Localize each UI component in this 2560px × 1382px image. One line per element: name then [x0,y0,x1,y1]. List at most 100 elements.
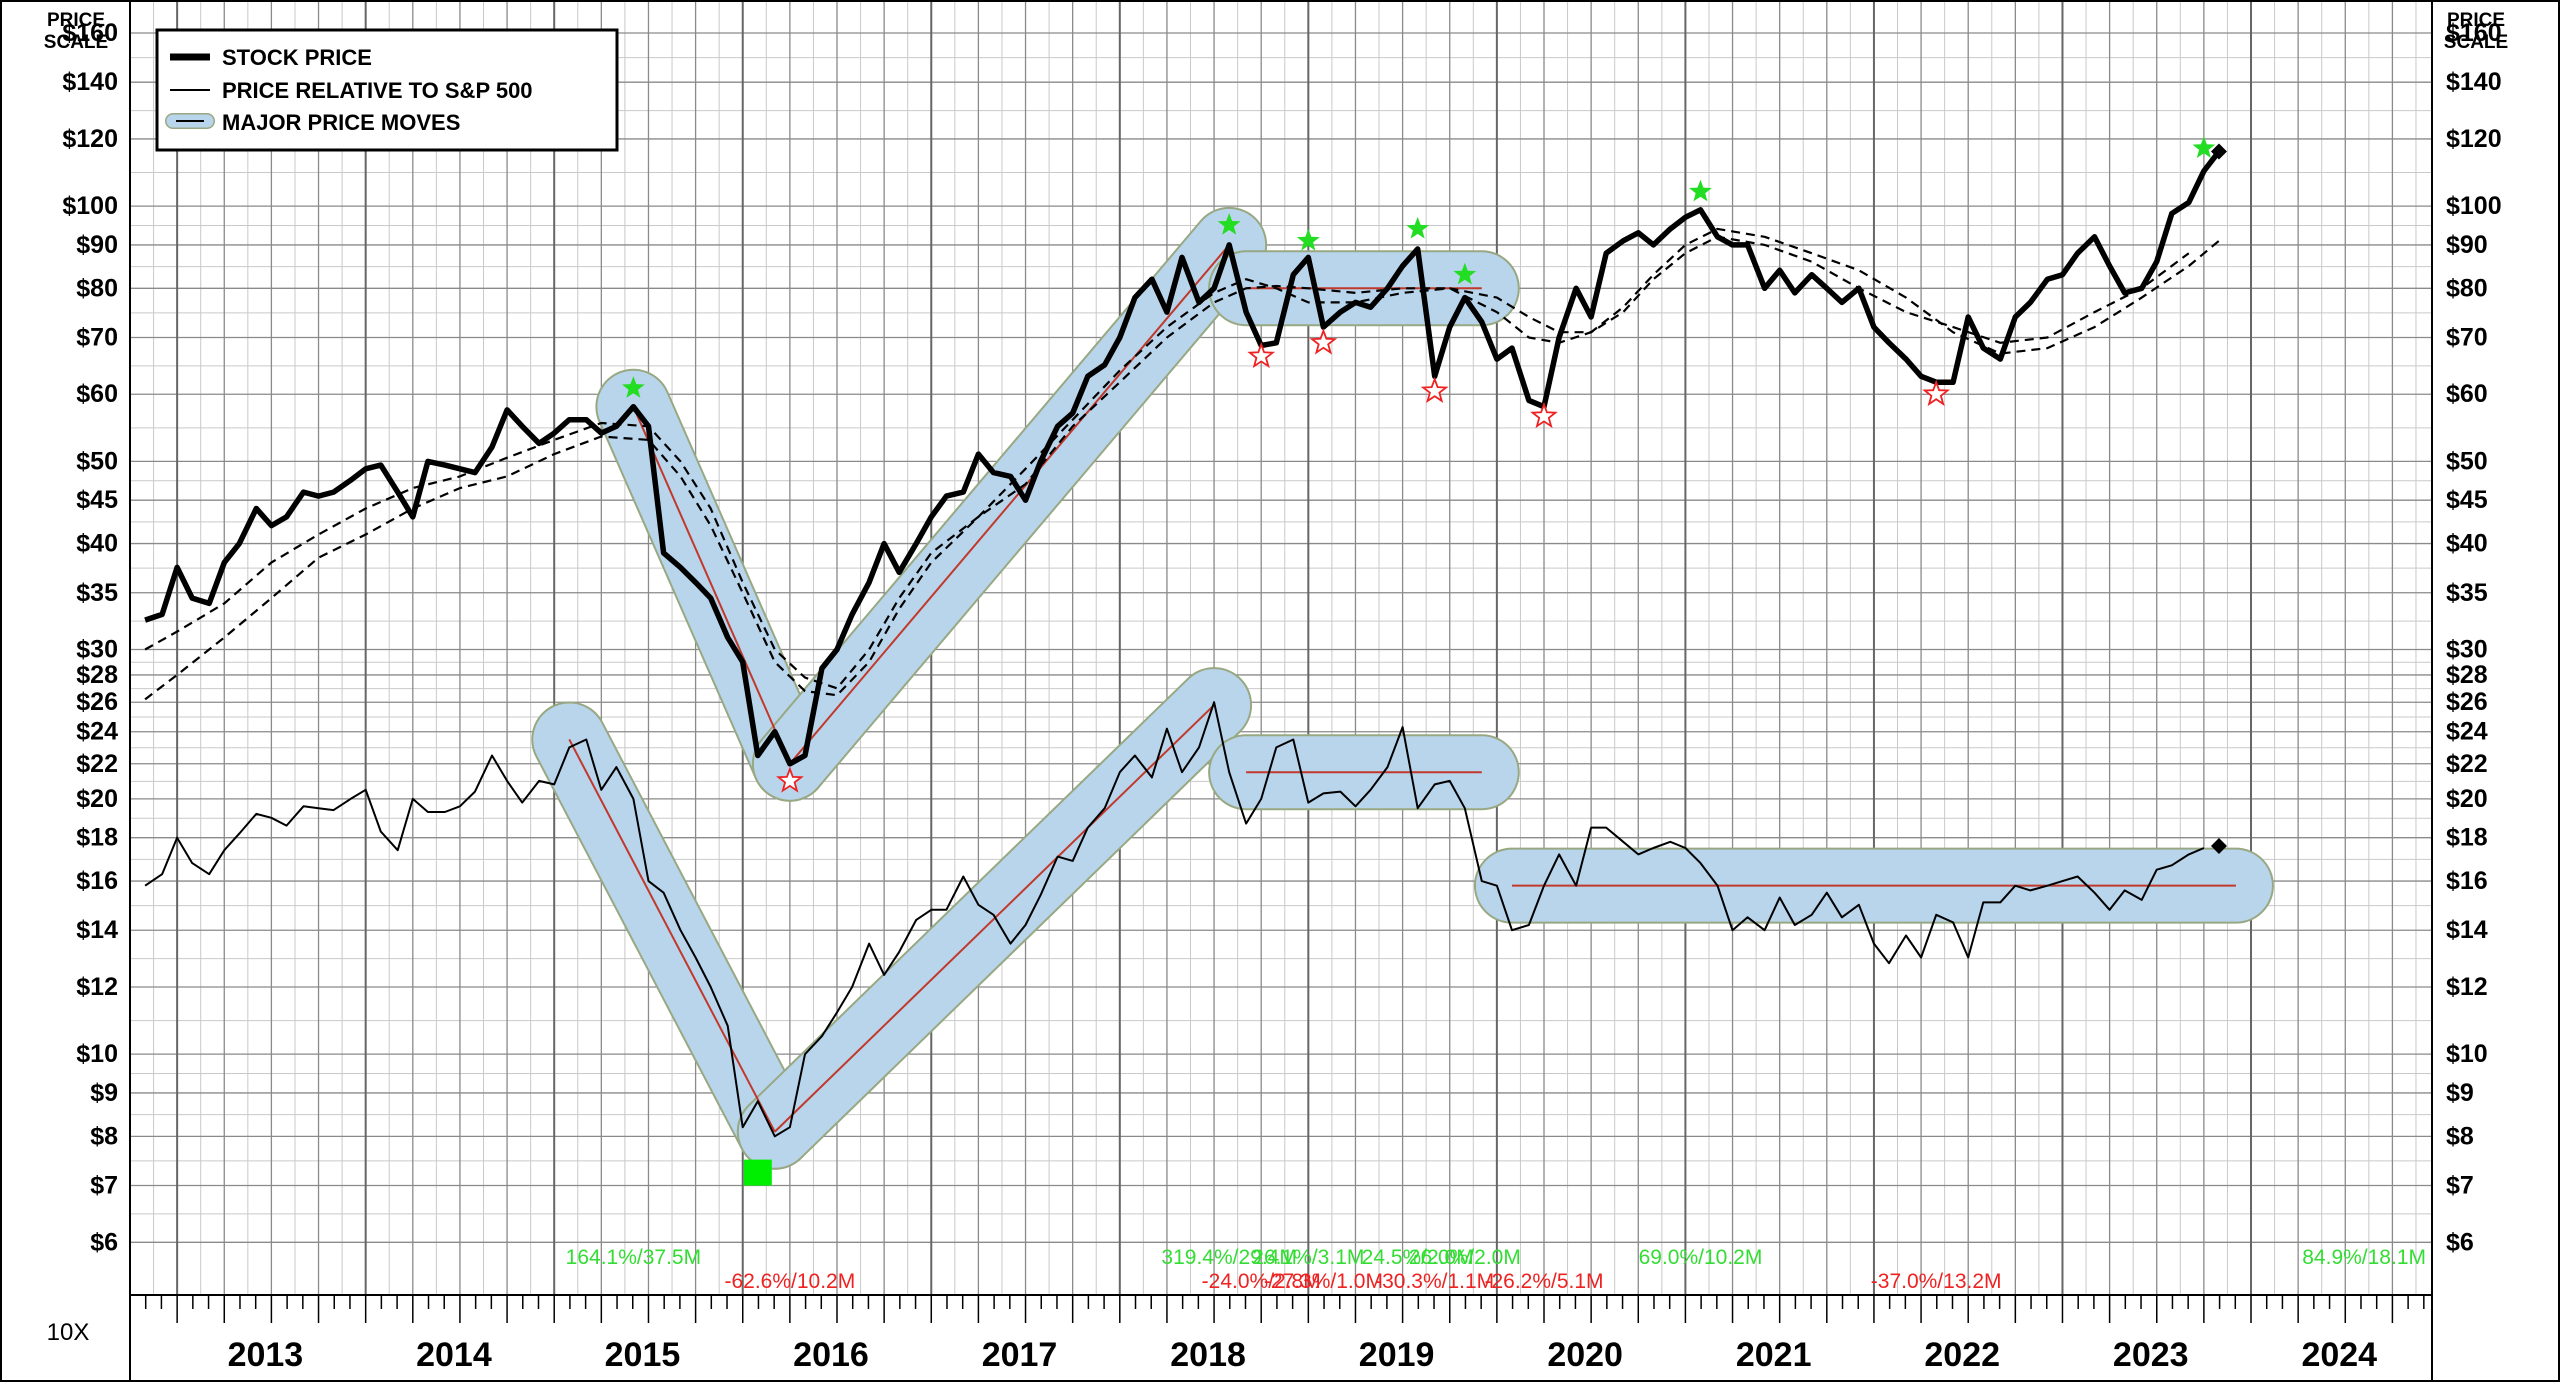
y-tick-label-left: $70 [76,323,118,351]
green-square-marker [743,1159,772,1186]
moving-average-line [144,235,2190,690]
gain-annotation: 164.1%/37.5M [566,1246,701,1269]
loss-annotation: -26.2%/5.1M [1484,1270,1603,1293]
y-tick-label-left: $120 [62,125,118,153]
trend-line [568,739,776,1133]
loss-annotation: -37.0%/13.2M [1871,1270,2002,1293]
trend-line [774,704,1215,1133]
buy-signal-star [2192,136,2216,158]
legend: STOCK PRICE PRICE RELATIVE TO S&P 500 MA… [155,28,619,152]
y-tick-label-right: $60 [2446,380,2488,408]
y-tick-label-right: $90 [2446,231,2488,259]
y-tick-label-left: $26 [76,688,118,716]
y-tick-label-right: $6 [2446,1228,2474,1256]
price-scale-label-right-2: SCALE [2444,32,2508,53]
sell-signal-star [1309,328,1338,355]
loss-annotation: -24.0%/2.8M [1202,1270,1321,1293]
y-tick-label-right: $9 [2446,1079,2474,1107]
y-tick-label-left: $12 [76,973,118,1001]
y-tick-label-left: $7 [90,1172,118,1200]
y-tick-label-right: $16 [2446,867,2488,895]
gain-annotation: 26.1%/3.1M [1252,1246,1364,1269]
gain-annotation: 69.0%/10.2M [1639,1246,1763,1269]
buy-signal-star [1406,216,1430,239]
x-year-label: 2016 [793,1336,869,1374]
buy-signal-star [1689,179,1712,202]
y-tick-label-right: $10 [2446,1040,2488,1068]
sell-signal-star [1247,341,1276,369]
price-scale-label-left-1: PRICE [47,10,105,31]
y-tick-label-left: $35 [76,579,118,607]
loss-annotation: -27.3%/1.0M [1264,1270,1383,1293]
loss-annotation: -62.6%/10.2M [724,1270,855,1293]
y-tick-label-left: $100 [62,192,118,220]
y-tick-label-right: $7 [2446,1172,2474,1200]
y-tick-label-left: $14 [76,916,118,944]
y-tick-label-right: $140 [2446,68,2502,96]
y-tick-label-left: $30 [76,636,118,664]
y-tick-label-right: $12 [2446,973,2488,1001]
y-tick-label-right: $26 [2446,688,2488,716]
y-tick-label-right: $30 [2446,636,2488,664]
y-tick-label-left: $50 [76,447,118,475]
y-tick-label-left: $45 [76,486,118,514]
y-tick-label-left: $8 [90,1122,118,1150]
y-tick-label-right: $8 [2446,1122,2474,1150]
y-tick-label-right: $70 [2446,323,2488,351]
y-tick-label-left: $9 [90,1079,118,1107]
y-tick-label-right: $160 [2446,19,2502,47]
y-tick-label-left: $24 [76,718,118,746]
x-year-label: 2020 [1547,1336,1623,1374]
y-tick-label-left: $10 [76,1040,118,1068]
loss-annotation: -30.3%/1.1M [1375,1270,1494,1293]
buy-signal-star [622,376,645,398]
x-year-label: 2021 [1736,1336,1812,1374]
y-tick-label-left: $90 [76,231,118,259]
sell-signal-star [1420,376,1449,404]
buy-signal-star [1217,213,1241,235]
y-tick-label-left: $160 [62,19,118,47]
price-scale-label-left-2: SCALE [44,32,108,53]
x-year-label: 2013 [228,1336,304,1374]
trend-line [632,406,791,765]
y-tick-label-right: $35 [2446,579,2488,607]
y-tick-label-right: $14 [2446,916,2488,944]
y-tick-label-right: $120 [2446,125,2502,153]
y-tick-label-right: $20 [2446,785,2488,813]
end-diamond-marker [2210,143,2227,160]
legend-label-moves: MAJOR PRICE MOVES [222,110,460,135]
stock-price-line [144,149,2222,767]
y-tick-label-left: $6 [90,1228,118,1256]
y-tick-label-left: $140 [62,68,118,96]
y-tick-label-right: $100 [2446,192,2502,220]
price-scale-label-right-1: PRICE [2447,10,2505,31]
y-tick-label-left: $16 [76,867,118,895]
multiplier-label: 10X [47,1319,90,1346]
gain-annotation: 24.5%/2.0M [1362,1246,1474,1269]
y-tick-label-right: $50 [2446,447,2488,475]
buy-signal-star [1453,262,1477,285]
moving-average-line [144,227,2220,701]
x-year-label: 2022 [1924,1336,2000,1374]
x-year-label: 2018 [1170,1336,1246,1374]
y-tick-label-left: $28 [76,661,118,689]
y-tick-label-left: $40 [76,530,118,558]
x-year-label: 2023 [2113,1336,2189,1374]
y-tick-label-left: $20 [76,785,118,813]
sell-signal-star [1922,379,1951,407]
y-tick-label-left: $22 [76,750,118,778]
x-year-label: 2014 [416,1336,492,1374]
y-tick-label-left: $18 [76,824,118,852]
y-tick-label-left: $60 [76,380,118,408]
x-year-label: 2024 [2301,1336,2377,1374]
y-tick-label-right: $22 [2446,750,2488,778]
legend-label-relative: PRICE RELATIVE TO S&P 500 [222,78,533,103]
y-tick-label-right: $80 [2446,274,2488,302]
trend-line [789,244,1230,765]
sell-signal-star [1530,401,1558,429]
gain-annotation: 26.0%/2.0M [1409,1246,1521,1269]
buy-signal-star [1296,228,1320,251]
legend-label-price: STOCK PRICE [222,45,372,70]
